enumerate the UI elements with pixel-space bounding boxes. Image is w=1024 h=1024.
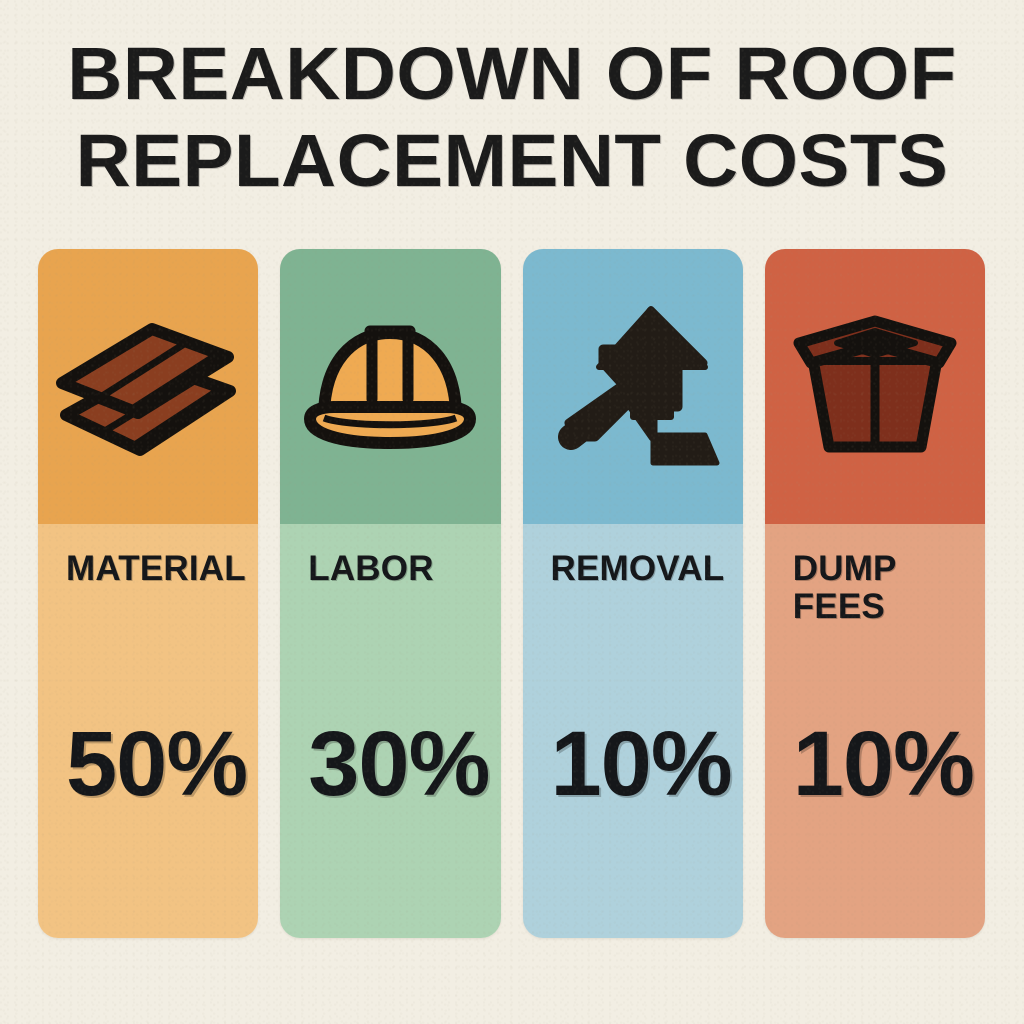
column-body-removal: REMOVAL 10% — [522, 524, 743, 938]
cost-column-dump-fees[interactable]: DUMP FEES 10% — [764, 249, 985, 938]
column-header-material — [38, 249, 259, 524]
column-label-dump-fees-line-1: DUMP — [792, 549, 897, 588]
column-label-labor-line-1: LABOR — [308, 549, 434, 588]
shingles-icon — [48, 287, 248, 487]
column-body-labor: LABOR 30% — [280, 524, 501, 938]
column-label-removal-line-1: REMOVAL — [550, 549, 725, 588]
column-percent-removal: 10% — [550, 713, 733, 815]
column-header-removal — [522, 249, 743, 524]
column-header-dump-fees — [764, 249, 985, 524]
cost-breakdown-chart: MATERIAL 50% LABOR — [38, 249, 985, 938]
column-header-labor — [280, 249, 501, 524]
dumpster-bin-icon — [775, 287, 975, 487]
column-label-removal: REMOVAL — [537, 550, 729, 588]
cost-column-removal[interactable]: REMOVAL 10% — [522, 249, 743, 938]
column-body-dump-fees: DUMP FEES 10% — [764, 524, 985, 938]
column-label-labor: LABOR — [294, 550, 486, 588]
pry-bar-icon — [533, 287, 733, 487]
column-percent-dump-fees: 10% — [792, 713, 975, 815]
column-label-dump-fees-line-2: FEES — [792, 586, 885, 626]
column-percent-material: 50% — [66, 713, 248, 815]
column-label-material: MATERIAL — [52, 549, 246, 588]
column-body-material: MATERIAL 50% — [38, 524, 259, 938]
column-label-dump-fees: DUMP FEES — [779, 550, 971, 626]
page-title-line-2: REPLACEMENT COSTS — [75, 118, 949, 202]
hard-hat-icon — [290, 287, 490, 487]
column-percent-labor: 30% — [308, 713, 490, 815]
cost-column-material[interactable]: MATERIAL 50% — [38, 249, 259, 938]
column-label-material-line-1: MATERIAL — [66, 549, 246, 588]
page-title: BREAKDOWN OF ROOF REPLACEMENT COSTS — [0, 32, 1024, 202]
cost-column-labor[interactable]: LABOR 30% — [280, 249, 501, 938]
page-title-line-1: BREAKDOWN OF ROOF — [67, 32, 957, 115]
